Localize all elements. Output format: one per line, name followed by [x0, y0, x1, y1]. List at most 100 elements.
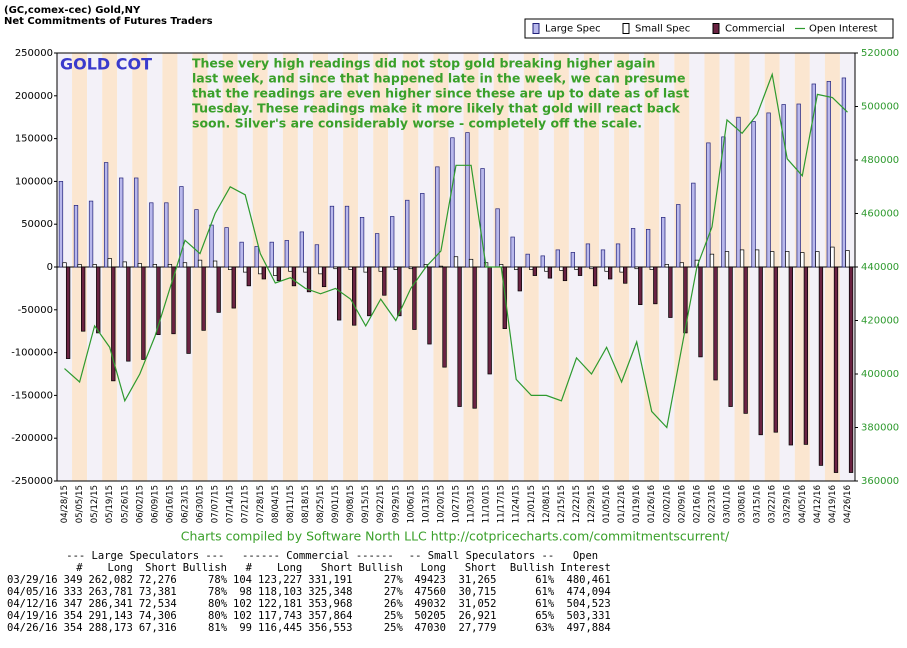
bar: [724, 251, 730, 268]
bar: [608, 266, 613, 280]
table-cell: Interest: [560, 562, 611, 574]
bar: [754, 249, 760, 268]
y-tick-label: 100000: [15, 176, 53, 187]
table-cell: 61%: [535, 586, 555, 598]
bar: [706, 142, 711, 268]
table-cell: 116,445: [257, 622, 303, 634]
table-cell: 98: [239, 586, 252, 598]
bar: [833, 266, 839, 473]
x-tick-label: 01/19/16: [632, 485, 642, 523]
x-tick-label: 11/24/15: [512, 485, 522, 523]
x-tick-label: 10/20/15: [436, 485, 446, 523]
y2-tick-label: 400000: [861, 369, 899, 380]
bar: [258, 266, 263, 275]
bar: [442, 266, 447, 368]
bar: [713, 266, 718, 381]
x-tick-label: 12/15/15: [557, 485, 567, 523]
table-cell: 497,884: [566, 622, 611, 634]
table-cell: 347: [63, 598, 83, 610]
bar: [736, 116, 741, 268]
x-tick-label: 05/05/15: [75, 485, 85, 523]
table-cell: 99: [239, 622, 252, 634]
table-cell: 291,143: [88, 610, 133, 622]
bar: [73, 205, 79, 268]
table-row: # Long Short Bullish # Long Short Bullish Long Sh…: [4, 562, 614, 574]
bar: [739, 249, 745, 268]
bar: [329, 205, 335, 268]
table-cell: 78%: [208, 574, 228, 586]
bar: [122, 261, 127, 268]
table-cell: 349: [63, 574, 83, 586]
y-tick-label: 200000: [15, 91, 53, 102]
bar: [58, 181, 64, 268]
bar: [212, 260, 218, 268]
table-cell: #: [245, 562, 252, 574]
y-tick-label: -200000: [11, 433, 53, 444]
bar: [336, 266, 342, 321]
table-cell: Short: [464, 562, 497, 574]
x-tick-label: 09/01/15: [331, 485, 341, 523]
x-tick-label: 02/16/16: [692, 485, 702, 523]
comment-line: soon. Silver's are considerably worse - …: [192, 116, 642, 131]
x-tick-label: 01/26/16: [647, 485, 657, 523]
bar: [276, 266, 282, 282]
bar: [845, 250, 850, 268]
table-cell: Bullish: [509, 562, 555, 574]
bar: [623, 266, 628, 284]
bar: [457, 266, 462, 407]
bar: [408, 266, 413, 270]
x-tick-label: 08/25/15: [316, 485, 326, 523]
bar: [589, 266, 594, 270]
legend-label: Commercial: [725, 24, 785, 35]
bar: [382, 266, 387, 296]
x-tick-label: 03/22/16: [768, 485, 778, 523]
bar: [785, 251, 790, 268]
bar: [472, 266, 477, 409]
bar: [615, 243, 621, 268]
x-tick-label: 12/08/15: [542, 485, 552, 523]
bar: [559, 266, 564, 271]
table-cell: 49032: [414, 598, 446, 610]
table-cell: 04/05/16: [7, 586, 58, 598]
bar: [374, 233, 380, 268]
bar: [119, 177, 124, 268]
bar: [668, 266, 673, 318]
legend-swatch: [622, 23, 630, 34]
bar: [261, 266, 266, 280]
y2-tick-label: 420000: [861, 316, 899, 327]
bar: [619, 266, 624, 273]
comment-line: last week, and since that happened late …: [192, 71, 686, 86]
bar: [468, 258, 474, 268]
table-cell: [4, 562, 61, 574]
y-tick-label: 150000: [15, 134, 53, 145]
bar: [679, 262, 684, 268]
bar: [152, 264, 158, 268]
x-tick-label: 06/23/15: [180, 485, 190, 523]
table-row: 03/29/16 349 262,082 72,276 78% 104 123,227 331…: [4, 574, 614, 586]
y2-tick-label: 380000: [861, 423, 899, 434]
table-cell: 331,191: [308, 574, 353, 586]
bar: [291, 266, 297, 287]
y2-tick-label: 480000: [861, 155, 899, 166]
x-tick-label: 03/08/16: [738, 485, 748, 523]
y2-tick-label: 500000: [861, 102, 899, 113]
bar: [577, 266, 583, 276]
table-cell: 353,968: [308, 598, 353, 610]
bar: [766, 112, 771, 268]
bar: [638, 266, 643, 306]
table-cell: 81%: [208, 622, 228, 634]
bar: [412, 266, 417, 330]
x-tick-label: 03/29/16: [783, 485, 793, 523]
x-tick-label: 11/17/15: [497, 485, 507, 523]
bar: [818, 266, 824, 466]
bar: [246, 266, 251, 287]
x-tick-label: 11/10/15: [482, 485, 492, 523]
table-cell: 63%: [535, 622, 555, 634]
table-cell: Open: [572, 550, 599, 562]
bar: [390, 216, 395, 268]
table-cell: 74,306: [138, 610, 177, 622]
bar: [555, 249, 560, 268]
x-tick-label: 07/28/15: [256, 485, 266, 523]
y2-tick-label: 440000: [861, 262, 899, 273]
x-tick-label: 02/02/16: [662, 485, 672, 523]
